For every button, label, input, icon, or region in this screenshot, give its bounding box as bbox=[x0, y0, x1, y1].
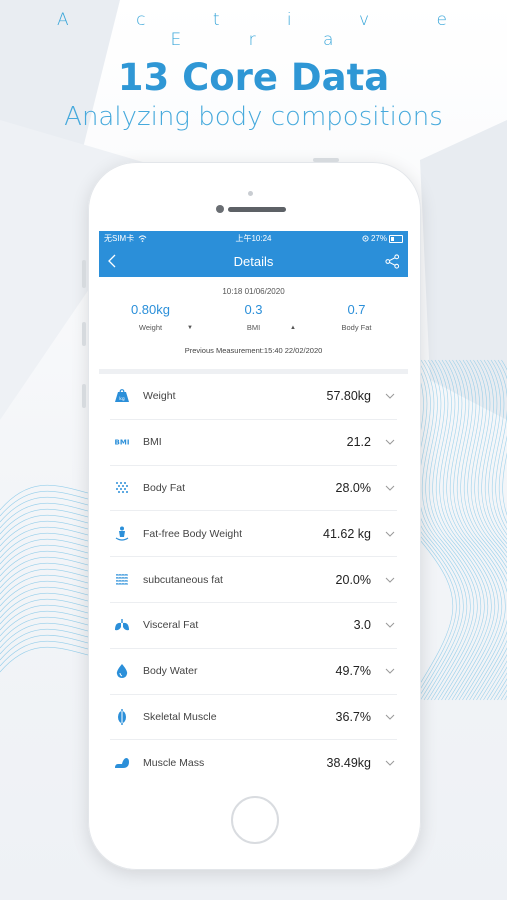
carrier-label: 无SIM卡 bbox=[104, 233, 362, 244]
trend-down-icon: ▼ bbox=[187, 325, 193, 331]
chevron-down-icon bbox=[385, 531, 395, 537]
muscle-mass-icon bbox=[113, 754, 131, 772]
metric-value: 0.80kg bbox=[130, 302, 171, 317]
svg-text:kg: kg bbox=[119, 396, 125, 402]
status-time: 上午10:24 bbox=[235, 234, 272, 243]
item-name: Skeletal Muscle bbox=[143, 710, 217, 723]
fat-free-body-icon bbox=[113, 525, 131, 543]
chevron-down-icon bbox=[385, 668, 395, 674]
orientation-lock-icon bbox=[362, 235, 369, 242]
item-value: 20.0% bbox=[335, 572, 371, 587]
battery-percent: 27% bbox=[370, 234, 387, 243]
chevron-down-icon bbox=[385, 439, 395, 445]
volume-down-button bbox=[82, 384, 86, 408]
item-name: Body Water bbox=[143, 665, 198, 678]
subcutaneous-fat-icon bbox=[113, 571, 131, 589]
item-value: 21.2 bbox=[346, 435, 371, 450]
item-value: 49.7% bbox=[335, 664, 371, 679]
item-value: 41.62 kg bbox=[323, 526, 371, 541]
item-name: Visceral Fat bbox=[143, 619, 199, 632]
wifi-icon bbox=[139, 235, 147, 243]
power-button bbox=[313, 158, 339, 162]
list-item-body-fat[interactable]: Body Fat 28.0% bbox=[110, 466, 397, 512]
phone-frame: 无SIM卡 上午10:24 27% Details 10:18 01/06/20… bbox=[82, 158, 421, 870]
nav-bar: Details bbox=[99, 246, 408, 277]
metric-label: Body Fat bbox=[341, 323, 372, 332]
item-name: Weight bbox=[143, 390, 176, 403]
list-item-weight[interactable]: kg Weight 57.80kg bbox=[110, 374, 397, 420]
list-item-bmi[interactable]: BMI BMI 21.2 bbox=[110, 420, 397, 466]
metric-label: BMI bbox=[246, 323, 261, 332]
item-value: 3.0 bbox=[353, 618, 371, 633]
list-item-body-water[interactable]: Body Water 49.7% bbox=[110, 649, 397, 695]
volume-up-button bbox=[82, 322, 86, 346]
home-button[interactable] bbox=[231, 796, 279, 844]
bmi-icon: BMI bbox=[113, 433, 131, 451]
earpiece-speaker bbox=[228, 207, 286, 212]
skeletal-muscle-icon bbox=[113, 708, 131, 726]
list-item-fat-free-body-weight[interactable]: Fat-free Body Weight 41.62 kg bbox=[110, 511, 397, 558]
item-name: subcutaneous fat bbox=[143, 573, 223, 586]
body-fat-icon bbox=[113, 479, 131, 497]
metric-label: Weight bbox=[138, 323, 163, 332]
list-item-muscle-mass[interactable]: Muscle Mass 38.49kg bbox=[110, 740, 397, 784]
item-value: 38.49kg bbox=[326, 755, 371, 770]
nav-title: Details bbox=[233, 254, 274, 269]
share-icon[interactable] bbox=[385, 254, 400, 274]
chevron-left-icon[interactable] bbox=[108, 254, 116, 273]
app-screen: 无SIM卡 上午10:24 27% Details 10:18 01/06/20… bbox=[99, 231, 408, 784]
front-camera bbox=[216, 205, 224, 213]
visceral-fat-icon bbox=[113, 616, 131, 634]
chevron-down-icon bbox=[385, 760, 395, 766]
mute-switch bbox=[82, 260, 86, 288]
item-name: Body Fat bbox=[143, 481, 186, 494]
svg-text:BMI: BMI bbox=[115, 439, 130, 447]
battery-icon bbox=[389, 234, 403, 243]
brand-wordmark: A c t i v e E r a bbox=[57, 10, 478, 50]
previous-measurement: Previous Measurement:15:40 22/02/2020 bbox=[184, 346, 323, 355]
metric-value: 0.7 bbox=[347, 302, 366, 317]
headline: 13 Core Data bbox=[117, 56, 390, 99]
weight-icon: kg bbox=[113, 387, 131, 405]
item-name: Fat-free Body Weight bbox=[143, 527, 243, 540]
carrier-text: 无SIM卡 bbox=[104, 234, 135, 243]
list-item-visceral-fat[interactable]: Visceral Fat 3.0 bbox=[110, 603, 397, 649]
change-metrics: 0.80kg Weight ▼ 0.3 BMI ▲ 0.7 Body Fat bbox=[99, 302, 408, 332]
measurement-summary: 10:18 01/06/2020 0.80kg Weight ▼ 0.3 BMI… bbox=[99, 277, 408, 369]
subheadline: Analyzing body compositions bbox=[64, 102, 443, 132]
chevron-down-icon bbox=[385, 714, 395, 720]
item-name: BMI bbox=[143, 436, 162, 449]
chevron-down-icon bbox=[385, 485, 395, 491]
metric-value: 0.3 bbox=[244, 302, 263, 317]
trend-up-icon: ▲ bbox=[290, 325, 296, 331]
item-value: 57.80kg bbox=[326, 389, 371, 404]
measurement-datetime: 10:18 01/06/2020 bbox=[222, 287, 285, 296]
metric-weight-change: 0.80kg Weight ▼ bbox=[99, 302, 202, 332]
water-drop-icon bbox=[113, 662, 131, 680]
item-value: 28.0% bbox=[335, 480, 371, 495]
metrics-list: kg Weight 57.80kg BMI BMI 21.2 Body Fat … bbox=[99, 374, 408, 784]
item-value: 36.7% bbox=[335, 709, 371, 724]
chevron-down-icon bbox=[385, 622, 395, 629]
status-right: 27% bbox=[362, 234, 403, 243]
metric-bodyfat-change: 0.7 Body Fat bbox=[305, 302, 408, 332]
list-item-skeletal-muscle[interactable]: Skeletal Muscle 36.7% bbox=[110, 695, 397, 741]
item-name: Muscle Mass bbox=[143, 756, 205, 769]
proximity-sensor bbox=[248, 191, 253, 196]
chevron-down-icon bbox=[385, 393, 395, 400]
status-bar: 无SIM卡 上午10:24 27% bbox=[99, 231, 408, 246]
chevron-down-icon bbox=[385, 577, 395, 583]
metric-bmi-change: 0.3 BMI ▲ bbox=[202, 302, 305, 332]
list-item-subcutaneous-fat[interactable]: subcutaneous fat 20.0% bbox=[110, 557, 397, 603]
